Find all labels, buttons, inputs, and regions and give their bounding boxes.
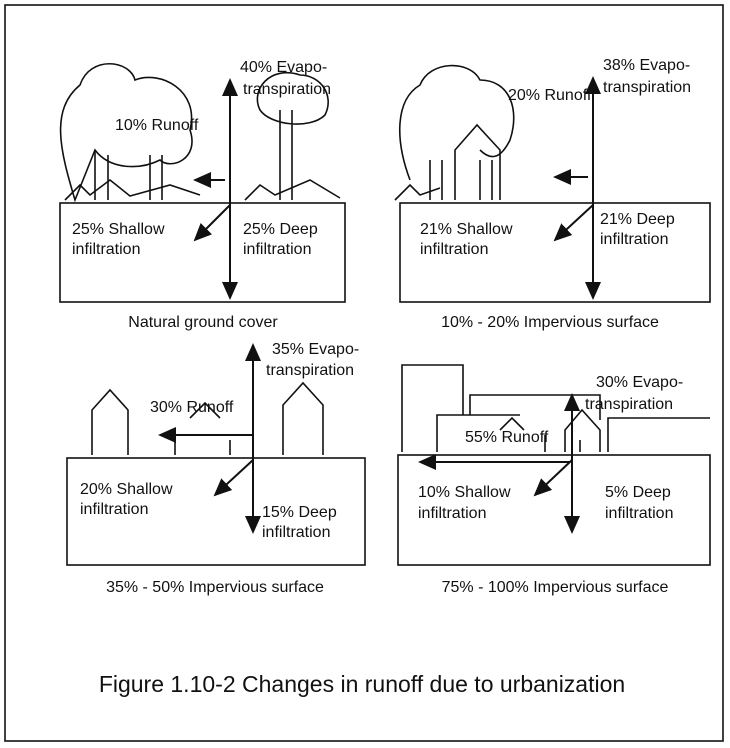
label-line: infiltration	[420, 241, 488, 258]
runoff: 10% Runoff	[115, 117, 199, 134]
caption: 10% - 20% Impervious surface	[441, 314, 659, 331]
label-line: transpiration	[585, 396, 673, 413]
deep: 15% Deep infiltration	[262, 504, 337, 541]
runoff: 20% Runoff	[508, 87, 592, 104]
label-line: 21% Deep	[600, 211, 675, 228]
label-line: 25% Deep	[243, 221, 318, 238]
label-line: infiltration	[262, 524, 330, 541]
label-line: transpiration	[243, 81, 331, 98]
runoff: 30% Runoff	[150, 399, 234, 416]
label-line: infiltration	[605, 505, 673, 522]
label-line: infiltration	[80, 501, 148, 518]
label-line: 30% Evapo-	[596, 374, 683, 391]
panel-medium-impervious: 30% Runoff 35% Evapo-transpiration 20% S…	[67, 341, 365, 596]
label-line: 38% Evapo-	[603, 57, 690, 74]
evapotranspiration: 40% Evapo-transpiration	[240, 59, 331, 98]
frame	[5, 5, 723, 741]
evapotranspiration: 35% Evapo-transpiration	[266, 341, 359, 379]
caption: 75% - 100% Impervious surface	[442, 579, 669, 596]
caption: Natural ground cover	[128, 314, 278, 331]
panel-low-impervious: 20% Runoff 38% Evapo-transpiration 21% S…	[395, 57, 710, 331]
label-line: 35% Evapo-	[272, 341, 359, 358]
label-line: 21% Shallow	[420, 221, 513, 238]
deep: 21% Deep infiltration	[600, 211, 675, 248]
shallow: 25% Shallow infiltration	[72, 221, 165, 258]
label-line: transpiration	[266, 362, 354, 379]
label-line: infiltration	[418, 505, 486, 522]
label-line: 10% Shallow	[418, 484, 511, 501]
evapotranspiration: 30% Evapo-transpiration	[585, 374, 683, 413]
shallow: 20% Shallow infiltration	[80, 481, 173, 518]
panel-high-impervious: 55% Runoff 30% Evapo-transpiration 10% S…	[398, 365, 710, 596]
figure: 10% Runoff 40% Evapo-transpiration 25% S…	[0, 0, 730, 748]
label-line: transpiration	[603, 79, 691, 96]
figure-title: Figure 1.10-2 Changes in runoff due to u…	[99, 671, 625, 697]
shallow: 21% Shallow infiltration	[420, 221, 513, 258]
deep: 5% Deep infiltration	[605, 484, 673, 522]
panel-natural: 10% Runoff 40% Evapo-transpiration 25% S…	[60, 59, 345, 331]
label-line: infiltration	[600, 231, 668, 248]
caption: 35% - 50% Impervious surface	[106, 579, 324, 596]
label-line: 25% Shallow	[72, 221, 165, 238]
label-line: 15% Deep	[262, 504, 337, 521]
evapotranspiration: 38% Evapo-transpiration	[603, 57, 691, 96]
runoff: 55% Runoff	[465, 429, 549, 446]
label-line: 40% Evapo-	[240, 59, 327, 76]
label-line: infiltration	[72, 241, 140, 258]
label-line: 5% Deep	[605, 484, 671, 501]
label-line: 20% Shallow	[80, 481, 173, 498]
label-line: infiltration	[243, 241, 311, 258]
deep: 25% Deep infiltration	[243, 221, 318, 258]
shallow: 10% Shallow infiltration	[418, 484, 511, 522]
